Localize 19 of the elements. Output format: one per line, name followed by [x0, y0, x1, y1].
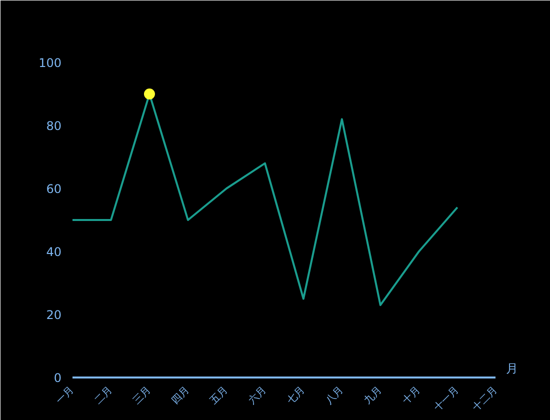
x-tick-label: 五月: [208, 384, 230, 407]
y-tick-label: 20: [46, 308, 62, 322]
x-tick-label: 十二月: [470, 384, 500, 414]
x-tick-label: 七月: [284, 384, 308, 407]
x-tick-label: 十月: [400, 384, 423, 407]
x-tick-label: 四月: [170, 384, 192, 407]
x-tick-label: 十一月: [432, 384, 462, 414]
y-tick-label: 80: [46, 119, 62, 133]
y-tick-label: 40: [46, 245, 62, 259]
x-tick-label: 三月: [131, 384, 154, 407]
x-tick-label: 九月: [362, 384, 384, 407]
x-tick-label: 八月: [324, 384, 346, 407]
x-tick-label: 一月: [54, 384, 76, 407]
x-tick-label: 六月: [246, 384, 269, 407]
x-axis-title: 月: [506, 362, 518, 376]
y-tick-label: 0: [54, 371, 62, 385]
x-tick-label: 二月: [92, 384, 115, 407]
y-tick-label: 100: [38, 56, 62, 70]
y-tick-label: 60: [46, 182, 62, 196]
